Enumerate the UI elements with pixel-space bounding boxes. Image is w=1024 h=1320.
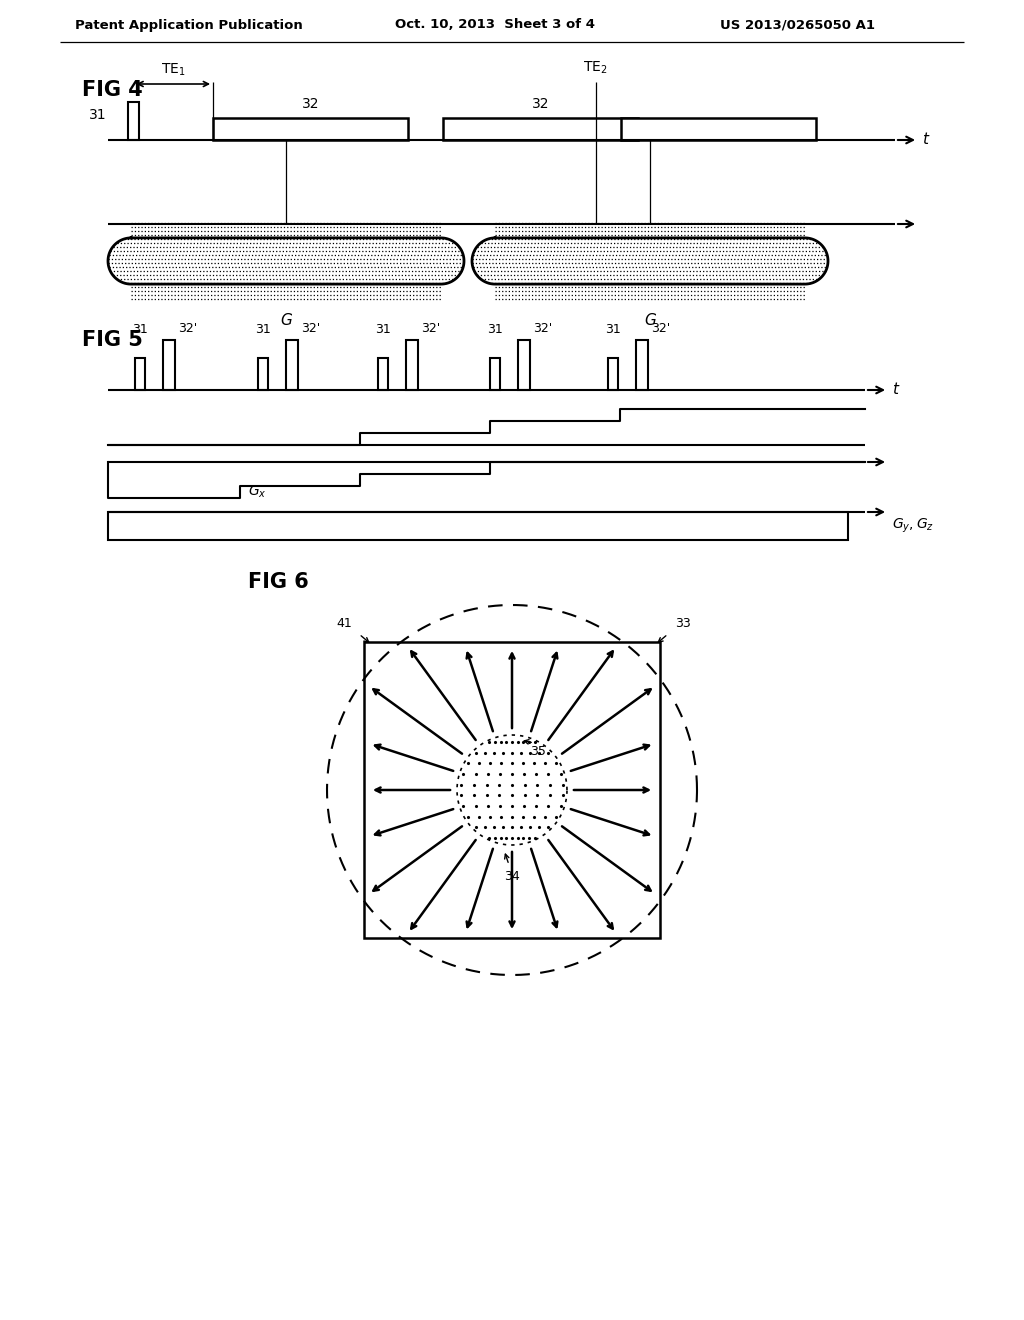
Text: FIG 5: FIG 5 bbox=[82, 330, 143, 350]
Bar bbox=[443, 117, 638, 140]
Bar bbox=[621, 117, 815, 140]
Bar bbox=[364, 642, 660, 939]
Text: 32': 32' bbox=[651, 322, 671, 335]
Bar bbox=[490, 358, 500, 389]
Text: G: G bbox=[644, 313, 656, 327]
Text: G: G bbox=[280, 313, 292, 327]
Bar bbox=[213, 117, 408, 140]
Text: FIG 4: FIG 4 bbox=[82, 81, 142, 100]
Bar bbox=[163, 341, 175, 389]
Text: 32': 32' bbox=[534, 322, 552, 335]
Text: 31: 31 bbox=[132, 323, 147, 337]
Bar bbox=[518, 341, 530, 389]
Text: 32': 32' bbox=[421, 322, 440, 335]
Text: FIG 6: FIG 6 bbox=[248, 572, 309, 591]
Text: 31: 31 bbox=[375, 323, 391, 337]
Bar bbox=[636, 341, 648, 389]
Text: 34: 34 bbox=[504, 870, 520, 883]
Text: t: t bbox=[922, 132, 928, 148]
Text: Patent Application Publication: Patent Application Publication bbox=[75, 18, 303, 32]
Text: TE$_1$: TE$_1$ bbox=[161, 62, 185, 78]
Text: TE$_2$: TE$_2$ bbox=[584, 59, 608, 77]
Text: 32: 32 bbox=[302, 96, 319, 111]
Text: 31: 31 bbox=[255, 323, 271, 337]
Text: t: t bbox=[892, 383, 898, 397]
Text: 32': 32' bbox=[301, 322, 321, 335]
Bar bbox=[258, 358, 268, 389]
Text: 33: 33 bbox=[675, 616, 691, 630]
Text: US 2013/0265050 A1: US 2013/0265050 A1 bbox=[720, 18, 874, 32]
Bar bbox=[608, 358, 618, 389]
Text: $G_y, G_z$: $G_y, G_z$ bbox=[892, 517, 934, 535]
Bar bbox=[406, 341, 418, 389]
Text: 31: 31 bbox=[89, 108, 106, 121]
Bar bbox=[378, 358, 388, 389]
Bar bbox=[135, 358, 145, 389]
Text: 32: 32 bbox=[531, 96, 549, 111]
Text: 32': 32' bbox=[178, 322, 198, 335]
Text: 31: 31 bbox=[605, 323, 621, 337]
Bar bbox=[128, 102, 139, 140]
Text: 35: 35 bbox=[530, 744, 546, 758]
Text: Oct. 10, 2013  Sheet 3 of 4: Oct. 10, 2013 Sheet 3 of 4 bbox=[395, 18, 595, 32]
Text: 31: 31 bbox=[487, 323, 503, 337]
Bar bbox=[286, 341, 298, 389]
Text: $G_x$: $G_x$ bbox=[248, 484, 266, 500]
Text: 41: 41 bbox=[336, 616, 352, 630]
Bar bbox=[108, 512, 848, 540]
